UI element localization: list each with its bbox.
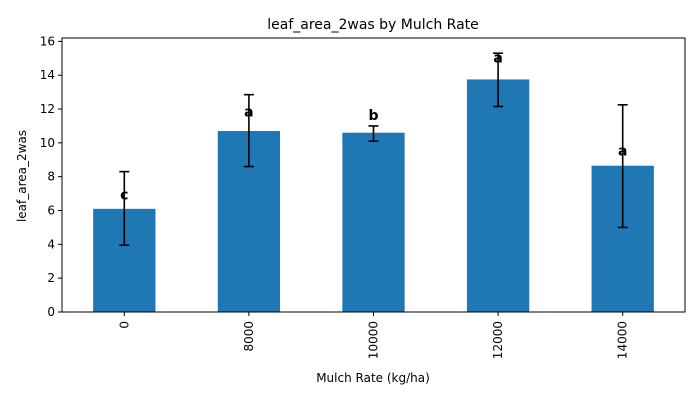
y-tick-label: 0 [47, 305, 55, 319]
y-tick-label: 16 [40, 34, 55, 48]
bar [342, 132, 405, 312]
y-tick-label: 2 [47, 271, 55, 285]
x-axis-label: Mulch Rate (kg/ha) [316, 371, 430, 385]
plot-frame [61, 37, 686, 313]
chart-title: leaf_area_2was by Mulch Rate [267, 17, 479, 33]
x-tick-label: 0 [117, 321, 131, 329]
y-tick-label: 10 [40, 136, 55, 150]
significance-letter: c [120, 187, 128, 203]
bar [466, 79, 530, 313]
y-tick-label: 4 [47, 237, 55, 251]
y-axis-label: leaf_area_2was [15, 130, 29, 222]
y-tick-label: 14 [40, 68, 55, 82]
x-tick-label: 12000 [491, 321, 505, 359]
significance-letter: a [493, 50, 502, 66]
y-tick-label: 6 [47, 204, 55, 218]
x-tick-label: 10000 [367, 321, 381, 359]
y-tick-label: 12 [40, 102, 55, 116]
plot-area: 0 2 4 6 8 10 12 14 16 0 8000 10000 12000 14000 c a b a a [40, 34, 686, 359]
x-tick-label: 14000 [616, 321, 630, 359]
significance-letter: b [368, 108, 378, 124]
x-tick-label: 8000 [242, 321, 256, 352]
significance-letter: a [618, 143, 627, 159]
y-tick-label: 8 [47, 170, 55, 184]
significance-letter: a [244, 105, 253, 121]
